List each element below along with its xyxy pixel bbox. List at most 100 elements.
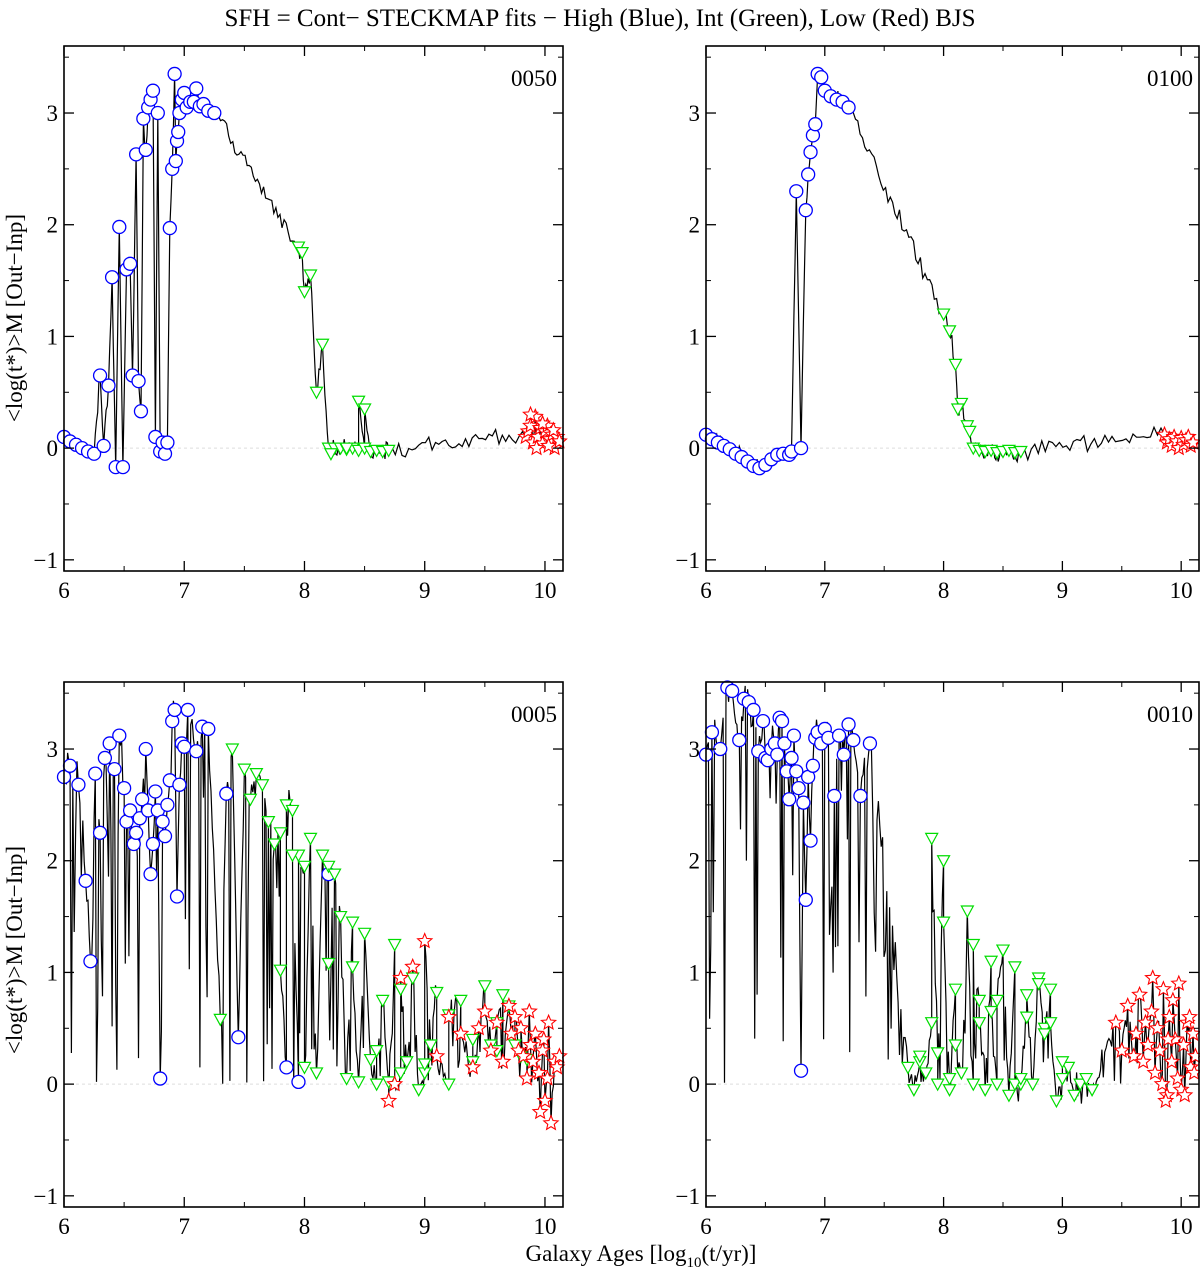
marker-circle bbox=[107, 761, 122, 777]
marker-circle bbox=[145, 836, 161, 852]
y-tick-label: 0 bbox=[689, 1072, 701, 1097]
y-tick-label: 3 bbox=[689, 101, 701, 126]
x-tick-label: 8 bbox=[938, 1214, 950, 1239]
marker-star bbox=[476, 1002, 494, 1019]
marker-circle bbox=[836, 747, 851, 762]
y-tick-label: 3 bbox=[47, 737, 59, 762]
marker-triangle bbox=[315, 849, 330, 863]
marker-circle bbox=[62, 758, 78, 773]
marker-triangle bbox=[942, 1084, 957, 1097]
marker-triangle bbox=[249, 767, 264, 781]
marker-triangle bbox=[1007, 1078, 1022, 1092]
marker-triangle bbox=[950, 403, 965, 417]
marker-star bbox=[522, 416, 540, 434]
marker-triangle bbox=[966, 938, 981, 952]
marker-star bbox=[470, 1019, 488, 1036]
marker-star bbox=[522, 405, 540, 422]
marker-circle bbox=[755, 713, 771, 729]
marker-triangle bbox=[948, 983, 963, 997]
marker-star bbox=[1107, 1013, 1125, 1030]
marker-triangle bbox=[1055, 1056, 1070, 1070]
figure-title: SFH = Cont− STECKMAP fits − High (Blue),… bbox=[224, 5, 975, 32]
marker-triangle bbox=[399, 1056, 414, 1070]
x-axis-label-sub: 10 bbox=[687, 1255, 702, 1268]
marker-triangle bbox=[387, 938, 402, 952]
y-tick-label: 1 bbox=[689, 960, 701, 985]
marker-star bbox=[1164, 991, 1182, 1008]
marker-triangle bbox=[918, 1067, 933, 1081]
y-tick-label: 1 bbox=[689, 324, 701, 349]
y-tick-label: 1 bbox=[47, 960, 59, 985]
marker-star bbox=[544, 421, 562, 438]
marker-circle bbox=[853, 788, 868, 804]
marker-triangle bbox=[411, 1084, 426, 1097]
fit-curve bbox=[64, 700, 560, 1124]
marker-star bbox=[538, 1069, 556, 1086]
marker-triangle bbox=[948, 358, 963, 372]
marker-circle bbox=[793, 1063, 809, 1078]
marker-triangle bbox=[906, 1084, 921, 1097]
marker-circle bbox=[805, 758, 821, 773]
marker-triangle bbox=[303, 269, 318, 283]
x-tick-label: 6 bbox=[700, 578, 712, 603]
x-tick-label: 6 bbox=[58, 578, 70, 603]
marker-star bbox=[392, 969, 410, 986]
marker-triangle bbox=[936, 855, 951, 868]
marker-triangle bbox=[285, 849, 300, 863]
marker-circle bbox=[782, 792, 797, 807]
marker-triangle bbox=[1049, 1095, 1064, 1109]
marker-circle bbox=[789, 764, 804, 779]
x-tick-label: 7 bbox=[178, 1214, 190, 1239]
marker-star bbox=[404, 957, 422, 975]
y-tick-label: 2 bbox=[47, 849, 59, 874]
x-tick-label: 9 bbox=[419, 578, 431, 603]
marker-circle bbox=[104, 270, 120, 285]
marker-circle bbox=[145, 83, 161, 98]
marker-circle bbox=[798, 203, 813, 218]
marker-circle bbox=[122, 256, 138, 271]
marker-star bbox=[428, 1047, 446, 1064]
marker-star bbox=[518, 1069, 536, 1086]
marker-circle bbox=[189, 744, 204, 759]
marker-triangle bbox=[237, 763, 252, 777]
marker-triangle bbox=[369, 1078, 384, 1092]
y-tick-label: 3 bbox=[47, 101, 59, 126]
marker-star bbox=[528, 439, 546, 456]
marker-triangle bbox=[930, 1047, 945, 1061]
marker-triangle bbox=[357, 403, 372, 417]
marker-triangle bbox=[465, 1033, 480, 1047]
marker-circle bbox=[101, 378, 116, 393]
marker-triangle bbox=[900, 1061, 915, 1075]
marker-circle bbox=[155, 814, 170, 829]
marker-circle bbox=[841, 100, 856, 115]
panel-0005: 6 7 8 9 10 −1 0 1 2 3 0005 bbox=[34, 681, 568, 1239]
marker-star bbox=[1144, 969, 1162, 986]
y-tick-label: 2 bbox=[689, 849, 701, 874]
marker-star bbox=[506, 1008, 524, 1025]
marker-circle bbox=[86, 446, 102, 461]
marker-circle bbox=[798, 892, 813, 907]
marker-star bbox=[1159, 1030, 1177, 1047]
axes-frame bbox=[705, 681, 1200, 1208]
marker-triangle bbox=[972, 994, 987, 1008]
marker-circle bbox=[135, 792, 150, 807]
fit-curve bbox=[706, 73, 1194, 475]
marker-star bbox=[1151, 1041, 1169, 1058]
marker-triangle bbox=[1043, 983, 1058, 997]
marker-triangle bbox=[375, 994, 390, 1008]
marker-circle bbox=[827, 788, 842, 804]
marker-triangle bbox=[423, 1039, 438, 1053]
panel-label: 0010 bbox=[1147, 702, 1193, 727]
marker-circle bbox=[171, 124, 186, 140]
marker-triangle bbox=[1013, 1072, 1028, 1086]
marker-circle bbox=[803, 144, 818, 160]
marker-circle bbox=[169, 889, 185, 904]
marker-star bbox=[386, 1075, 404, 1092]
marker-circle bbox=[71, 777, 86, 792]
marker-triangle bbox=[323, 448, 338, 461]
x-tick-label: 10 bbox=[1170, 1214, 1193, 1239]
marker-star bbox=[1131, 985, 1149, 1002]
marker-star bbox=[1119, 996, 1137, 1014]
marker-circle bbox=[92, 825, 108, 840]
marker-circle bbox=[122, 803, 138, 818]
